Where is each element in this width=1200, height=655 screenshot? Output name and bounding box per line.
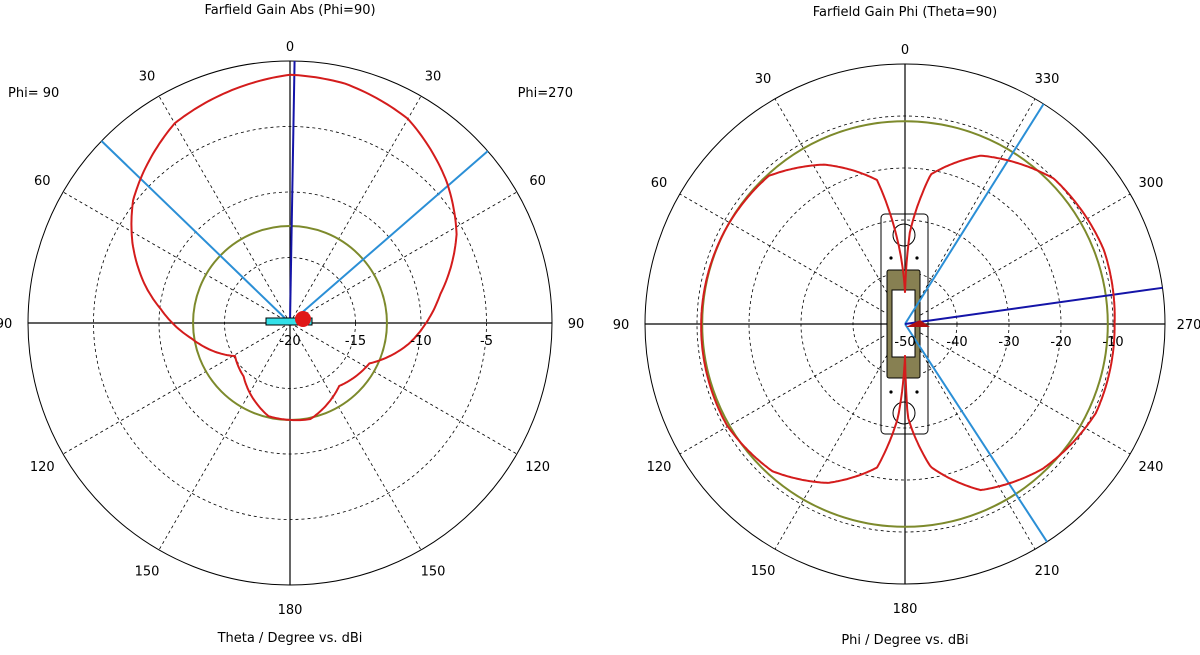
polar-plot-theta-cut: Farfield Gain Abs (Phi=90) Phi= 90 Phi=2… bbox=[0, 3, 584, 646]
grid-spoke bbox=[289, 322, 422, 551]
side-label-phi-270: Phi=270 bbox=[518, 86, 573, 101]
angle-tick-label: 90 bbox=[613, 318, 630, 333]
radial-tick-label: -15 bbox=[345, 334, 366, 349]
chart-title: Farfield Gain Abs (Phi=90) bbox=[204, 3, 375, 18]
angle-tick-label: 30 bbox=[425, 69, 442, 84]
angle-tick-label: 60 bbox=[529, 174, 546, 189]
angle-tick-label: 180 bbox=[893, 602, 918, 617]
grid-spoke bbox=[679, 323, 906, 455]
angle-tick-label: 210 bbox=[1035, 564, 1060, 579]
grid-spoke bbox=[904, 323, 1036, 550]
main-lobe-line bbox=[904, 286, 1163, 325]
feed-marker bbox=[906, 320, 930, 327]
radial-tick-label: -20 bbox=[279, 334, 300, 349]
grid-spoke bbox=[774, 98, 906, 325]
angle-tick-label: 0 bbox=[901, 43, 909, 58]
grid-spoke bbox=[774, 323, 906, 550]
grid-spoke bbox=[62, 191, 291, 324]
beamwidth-line bbox=[289, 150, 489, 324]
device-dot bbox=[915, 390, 919, 394]
beamwidth-line bbox=[904, 103, 1045, 325]
angle-tick-label: 150 bbox=[135, 565, 160, 580]
device-model-icon bbox=[880, 213, 929, 435]
beamwidth-line bbox=[904, 323, 1048, 543]
grid-spoke bbox=[158, 95, 291, 324]
angle-tick-label: 30 bbox=[755, 72, 772, 87]
antenna-feed bbox=[295, 311, 311, 327]
device-hole-top bbox=[892, 223, 916, 247]
radial-tick-label: -5 bbox=[480, 334, 493, 349]
angle-tick-label: 150 bbox=[751, 564, 776, 579]
angle-tick-label: 60 bbox=[34, 174, 51, 189]
radial-tick-label: -40 bbox=[946, 335, 967, 350]
grid-spoke bbox=[679, 193, 906, 325]
polar-plot-phi-cut: Farfield Gain Phi (Theta=90) Phi / Degre… bbox=[613, 5, 1200, 648]
antenna-board bbox=[265, 317, 313, 326]
x-axis-label: Phi / Degree vs. dBi bbox=[841, 633, 968, 648]
angle-tick-label: 270 bbox=[1177, 318, 1200, 333]
angle-tick-label: 120 bbox=[525, 460, 550, 475]
grid-spoke bbox=[904, 323, 1131, 455]
radial-tick-label: -30 bbox=[998, 335, 1019, 350]
angle-tick-label: 120 bbox=[30, 460, 55, 475]
grid-spoke bbox=[158, 322, 291, 551]
angle-tick-label: 330 bbox=[1035, 72, 1060, 87]
angle-tick-label: 300 bbox=[1139, 176, 1164, 191]
radial-tick-label: -10 bbox=[1102, 335, 1123, 350]
antenna-model-icon bbox=[265, 311, 313, 327]
angle-tick-label: 90 bbox=[0, 317, 12, 332]
gain-curve bbox=[130, 73, 458, 422]
angle-tick-label: 0 bbox=[286, 40, 294, 55]
grid-spoke bbox=[289, 191, 518, 324]
angle-tick-label: 90 bbox=[568, 317, 585, 332]
device-outline bbox=[880, 213, 929, 435]
x-axis-label: Theta / Degree vs. dBi bbox=[217, 631, 363, 646]
grid-spoke bbox=[289, 322, 518, 455]
device-dot bbox=[915, 256, 919, 260]
gain-curve bbox=[700, 154, 1116, 492]
grid-spoke bbox=[62, 322, 291, 455]
radial-tick-label: -10 bbox=[410, 334, 431, 349]
angle-tick-label: 30 bbox=[139, 69, 156, 84]
side-label-phi-90: Phi= 90 bbox=[8, 86, 59, 101]
device-hole-bottom bbox=[892, 401, 916, 425]
angle-tick-label: 180 bbox=[278, 603, 303, 618]
grid-spoke bbox=[904, 193, 1131, 325]
grid-spoke bbox=[904, 98, 1036, 325]
beamwidth-line bbox=[100, 140, 291, 324]
device-dot bbox=[889, 256, 893, 260]
radial-tick-label: -20 bbox=[1050, 335, 1071, 350]
device-dot bbox=[889, 390, 893, 394]
grid-spoke bbox=[289, 95, 422, 324]
angle-tick-label: 120 bbox=[647, 460, 672, 475]
angle-tick-label: 150 bbox=[421, 565, 446, 580]
angle-tick-label: 60 bbox=[651, 176, 668, 191]
radial-tick-label: -50 bbox=[894, 335, 915, 350]
main-lobe-line bbox=[289, 61, 296, 324]
chart-title: Farfield Gain Phi (Theta=90) bbox=[813, 5, 997, 20]
angle-tick-label: 240 bbox=[1139, 460, 1164, 475]
